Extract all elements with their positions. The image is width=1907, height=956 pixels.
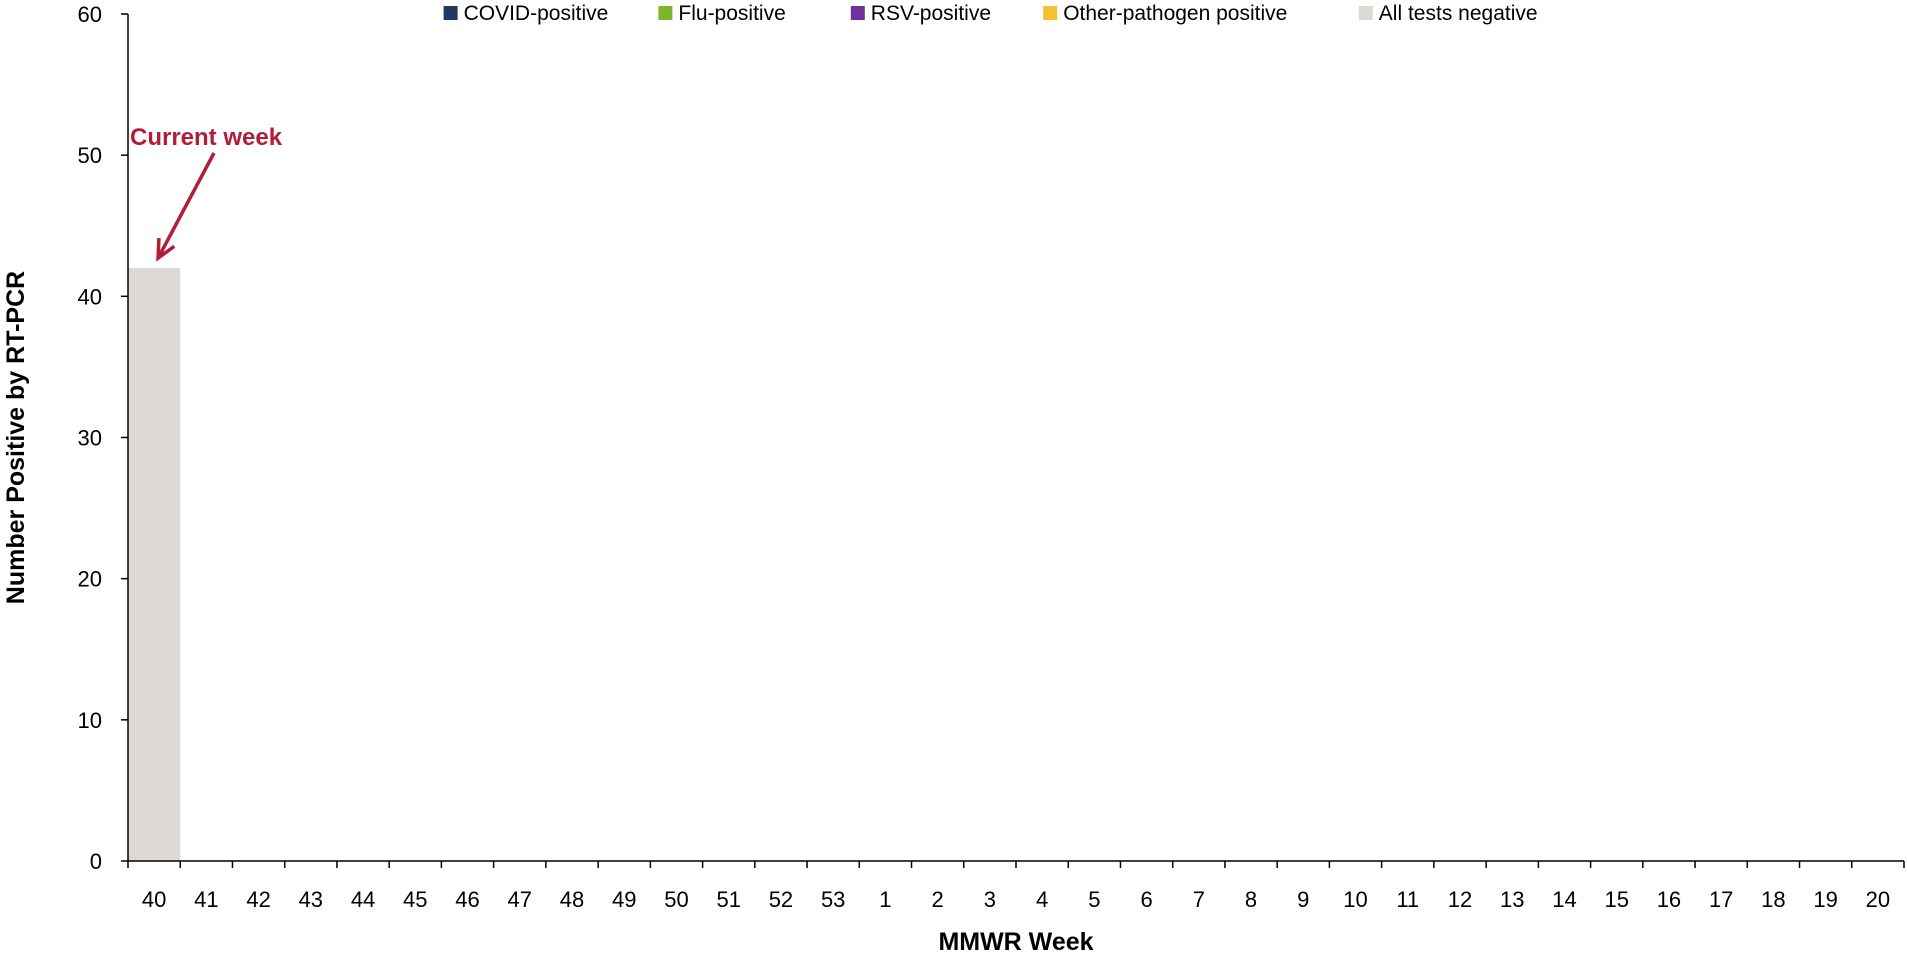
x-tick-label-2: 2 <box>932 887 944 912</box>
x-tick-label-19: 19 <box>1813 887 1837 912</box>
legend: COVID-positive Flu-positive RSV-positive Ot… <box>443 2 1538 25</box>
bar-40-series-4 <box>128 268 181 862</box>
x-tick-label-42: 42 <box>246 887 270 912</box>
x-tick-label-3: 3 <box>984 887 996 912</box>
x-tick-label-13: 13 <box>1500 887 1524 912</box>
x-tick-label-46: 46 <box>455 887 479 912</box>
legend-label-4: All tests negative <box>1379 2 1538 25</box>
x-tick-label-16: 16 <box>1657 887 1681 912</box>
x-tick-label-48: 48 <box>560 887 584 912</box>
y-tick-label-20: 20 <box>78 567 102 592</box>
x-tick-label-4: 4 <box>1036 887 1048 912</box>
x-tick-label-15: 15 <box>1604 887 1628 912</box>
x-tick-label-11: 11 <box>1396 887 1419 912</box>
x-tick-label-53: 53 <box>821 887 845 912</box>
legend-label-3: Other-pathogen positive <box>1063 2 1287 25</box>
annotation-arrow-line <box>156 152 216 259</box>
y-tick-label-0: 0 <box>90 849 102 874</box>
x-tick-label-44: 44 <box>351 887 375 912</box>
x-tick-label-14: 14 <box>1552 887 1576 912</box>
x-tick-label-51: 51 <box>716 887 740 912</box>
x-tick-label-47: 47 <box>508 887 532 912</box>
x-tick-label-49: 49 <box>612 887 636 912</box>
y-tick-label-10: 10 <box>78 708 102 733</box>
x-tick-label-43: 43 <box>299 887 323 912</box>
x-tick-label-12: 12 <box>1448 887 1472 912</box>
x-tick-label-10: 10 <box>1343 887 1367 912</box>
x-tick-label-20: 20 <box>1866 887 1890 912</box>
annotation-arrow-head <box>156 238 176 262</box>
annotation-label: Current week <box>130 124 283 151</box>
x-tick-label-45: 45 <box>403 887 427 912</box>
x-tick-label-40: 40 <box>142 887 166 912</box>
x-tick-label-7: 7 <box>1193 887 1205 912</box>
bars-layer <box>128 268 181 862</box>
x-tick-label-18: 18 <box>1761 887 1785 912</box>
x-tick-label-52: 52 <box>769 887 793 912</box>
legend-swatch-2 <box>850 6 865 20</box>
legend-swatch-3 <box>1043 6 1058 20</box>
x-tick-label-17: 17 <box>1709 887 1733 912</box>
y-tick-label-50: 50 <box>78 143 102 168</box>
legend-swatch-1 <box>658 6 673 20</box>
x-tick-label-50: 50 <box>664 887 688 912</box>
legend-swatch-4 <box>1358 6 1373 20</box>
legend-label-0: COVID-positive <box>464 2 609 25</box>
legend-label-1: Flu-positive <box>678 2 785 25</box>
x-tick-label-41: 41 <box>194 887 218 912</box>
x-tick-label-8: 8 <box>1245 887 1257 912</box>
x-tick-label-1: 1 <box>879 887 891 912</box>
x-tick-label-9: 9 <box>1297 887 1309 912</box>
legend-label-2: RSV-positive <box>871 2 991 25</box>
y-tick-label-40: 40 <box>78 284 102 309</box>
annotation: Current week <box>130 124 283 262</box>
y-tick-label-60: 60 <box>78 2 102 27</box>
x-tick-label-5: 5 <box>1088 887 1100 912</box>
y-axis-title: Number Positive by RT-PCR <box>2 271 30 604</box>
x-axis-title: MMWR Week <box>938 928 1093 956</box>
legend-swatch-0 <box>443 6 458 20</box>
y-tick-label-30: 30 <box>78 426 102 451</box>
x-tick-label-6: 6 <box>1140 887 1152 912</box>
